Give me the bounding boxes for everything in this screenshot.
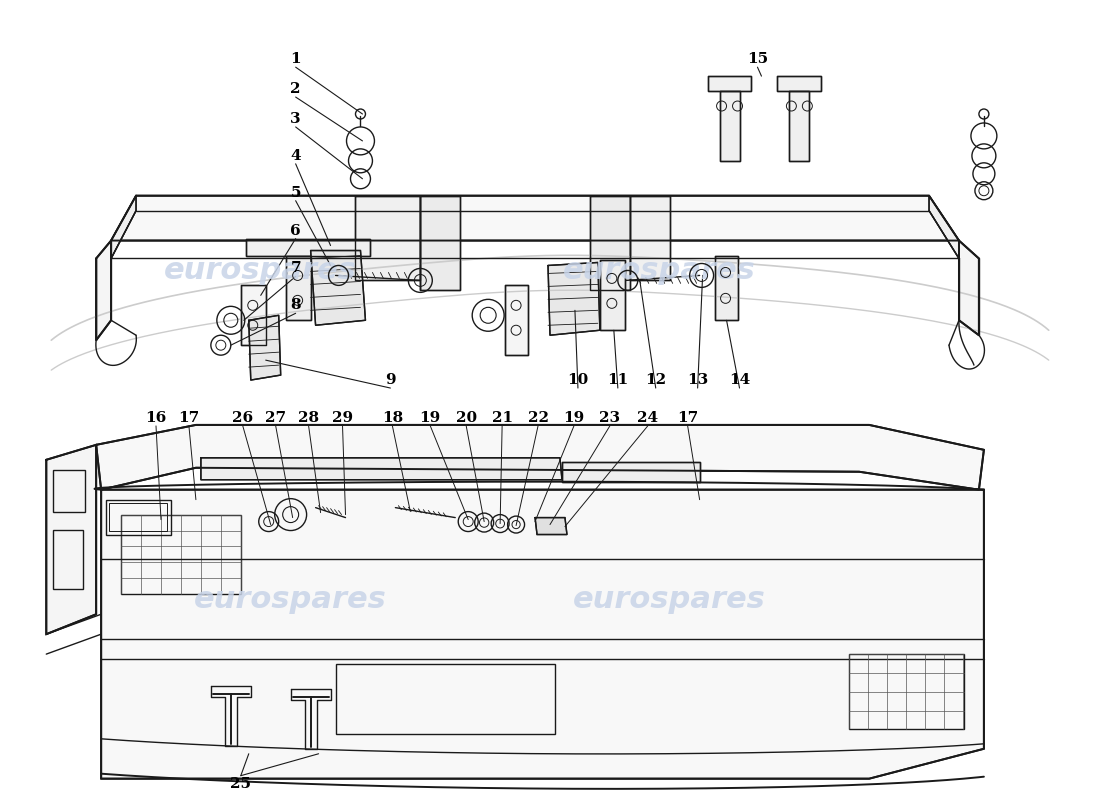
Polygon shape bbox=[420, 196, 460, 290]
Text: 14: 14 bbox=[729, 373, 750, 387]
Text: 7: 7 bbox=[290, 262, 301, 275]
Bar bbox=[121, 514, 241, 594]
Bar bbox=[109, 502, 167, 530]
Text: 8: 8 bbox=[290, 298, 301, 312]
Polygon shape bbox=[630, 196, 670, 281]
Polygon shape bbox=[355, 196, 420, 281]
Polygon shape bbox=[562, 462, 700, 482]
Text: 5: 5 bbox=[290, 186, 301, 200]
Text: 2: 2 bbox=[290, 82, 301, 96]
Polygon shape bbox=[101, 490, 983, 778]
Text: 27: 27 bbox=[265, 411, 286, 425]
Text: 6: 6 bbox=[290, 223, 301, 238]
Text: 19: 19 bbox=[420, 411, 441, 425]
Text: eurospares: eurospares bbox=[573, 585, 766, 614]
Polygon shape bbox=[959, 241, 979, 335]
Text: 26: 26 bbox=[232, 411, 253, 425]
Polygon shape bbox=[707, 76, 751, 91]
Polygon shape bbox=[201, 458, 562, 480]
Polygon shape bbox=[249, 315, 280, 380]
Text: 19: 19 bbox=[563, 411, 584, 425]
Text: 11: 11 bbox=[607, 373, 628, 387]
Text: 25: 25 bbox=[230, 777, 251, 790]
Text: eurospares: eurospares bbox=[563, 256, 756, 285]
Text: 24: 24 bbox=[637, 411, 658, 425]
Polygon shape bbox=[719, 91, 739, 161]
Polygon shape bbox=[930, 196, 959, 258]
Text: 15: 15 bbox=[747, 52, 768, 66]
Text: 4: 4 bbox=[290, 149, 301, 163]
Polygon shape bbox=[96, 425, 983, 490]
Polygon shape bbox=[286, 255, 310, 320]
Bar bbox=[336, 664, 556, 734]
Text: 20: 20 bbox=[455, 411, 476, 425]
Polygon shape bbox=[600, 261, 625, 330]
Bar bbox=[106, 500, 170, 534]
Polygon shape bbox=[245, 238, 371, 255]
Text: 21: 21 bbox=[492, 411, 513, 425]
Polygon shape bbox=[590, 196, 630, 290]
Text: 16: 16 bbox=[145, 411, 166, 425]
Bar bbox=[53, 530, 84, 590]
Polygon shape bbox=[505, 286, 528, 355]
Polygon shape bbox=[535, 518, 566, 534]
Bar bbox=[849, 654, 964, 729]
Polygon shape bbox=[111, 196, 136, 258]
Text: 9: 9 bbox=[385, 373, 396, 387]
Text: eurospares: eurospares bbox=[164, 256, 358, 285]
Text: 13: 13 bbox=[688, 373, 708, 387]
Polygon shape bbox=[241, 286, 266, 345]
Polygon shape bbox=[548, 262, 600, 335]
Text: 3: 3 bbox=[290, 112, 301, 126]
Bar bbox=[53, 470, 85, 512]
Polygon shape bbox=[96, 241, 111, 340]
Text: 29: 29 bbox=[332, 411, 353, 425]
Text: 12: 12 bbox=[646, 373, 667, 387]
Polygon shape bbox=[46, 445, 96, 634]
Text: 17: 17 bbox=[676, 411, 698, 425]
Text: 1: 1 bbox=[290, 52, 301, 66]
Text: 10: 10 bbox=[568, 373, 588, 387]
Polygon shape bbox=[715, 255, 737, 320]
Polygon shape bbox=[310, 250, 365, 326]
Text: 17: 17 bbox=[178, 411, 199, 425]
Text: eurospares: eurospares bbox=[195, 585, 387, 614]
Text: 23: 23 bbox=[600, 411, 620, 425]
Text: 28: 28 bbox=[298, 411, 319, 425]
Text: 18: 18 bbox=[382, 411, 403, 425]
Polygon shape bbox=[778, 76, 822, 91]
Polygon shape bbox=[790, 91, 810, 161]
Text: 22: 22 bbox=[528, 411, 549, 425]
Polygon shape bbox=[111, 196, 959, 241]
